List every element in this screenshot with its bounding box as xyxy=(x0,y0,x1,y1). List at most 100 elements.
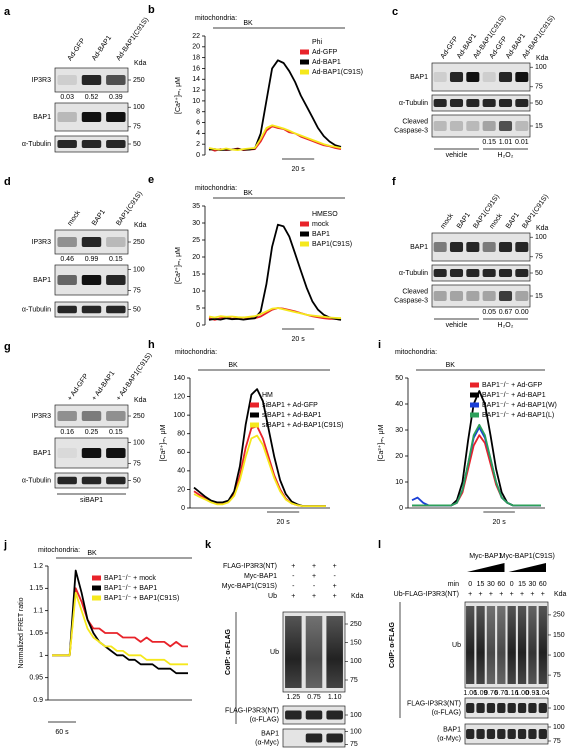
condition-sign: + xyxy=(541,591,545,598)
blot-band xyxy=(498,291,513,301)
lane-label: Ad-BAP1(C91S) xyxy=(115,16,150,62)
blot-band xyxy=(466,729,475,739)
blot-band xyxy=(517,729,527,739)
marker-label: 250 xyxy=(133,239,145,246)
legend-label: Ad-GFP xyxy=(312,49,338,56)
marker-label: 100 xyxy=(133,104,145,111)
row-label: Caspase-3 xyxy=(394,127,428,134)
legend-label: Ad-BAP1 xyxy=(312,59,341,66)
blot-band xyxy=(515,72,529,82)
blot-band xyxy=(81,75,102,85)
row-label: BAP1 xyxy=(443,726,461,733)
blot-band xyxy=(81,237,102,247)
blot-band xyxy=(57,411,77,421)
condition-sign: - xyxy=(292,573,295,580)
legend-swatch xyxy=(250,402,259,408)
series-line xyxy=(208,307,342,320)
stimulus-label: BK xyxy=(228,362,238,369)
row-label: FLAG-IP3R3(NT) xyxy=(407,700,461,707)
y-axis-label: [Ca²⁺]ₘ, μM xyxy=(160,424,167,461)
series-line xyxy=(412,423,541,507)
blot-band xyxy=(305,733,323,743)
blot-band xyxy=(482,242,496,252)
scale-label: 20 s xyxy=(276,519,290,526)
condition-sign: + xyxy=(479,591,483,598)
time-value: 0 xyxy=(510,581,514,588)
blot-band xyxy=(81,411,102,421)
quantification: 0.03 xyxy=(60,94,74,101)
y-tick-label: 15 xyxy=(192,271,200,278)
lane-label: Ad-GFP xyxy=(67,37,87,62)
quantification: 0.70 xyxy=(495,690,509,697)
blot-band xyxy=(326,710,343,720)
blot-band xyxy=(482,121,496,131)
y-tick-label: 1.1 xyxy=(33,608,43,615)
blot-smear xyxy=(486,606,496,684)
blot-band xyxy=(482,72,496,82)
row-label: α-Tubulin xyxy=(22,306,51,313)
blot-band xyxy=(449,291,464,301)
legend-title: Phi xyxy=(312,39,323,46)
y-tick-label: 30 xyxy=(192,220,200,227)
unit-label: Kda xyxy=(554,591,567,598)
series-line xyxy=(208,223,342,321)
marker-label: 100 xyxy=(350,658,362,665)
quantification: 0.15 xyxy=(482,139,496,146)
row-label: α-Tubulin xyxy=(22,477,51,484)
blot-band xyxy=(498,269,513,277)
scale-label: 20 s xyxy=(291,166,305,173)
panel-letter: k xyxy=(205,539,212,551)
marker-label: 50 xyxy=(133,306,141,313)
time-value: 0 xyxy=(468,581,472,588)
condition-label: Ub-FLAG-IP3R3(NT) xyxy=(394,591,459,598)
blot-band xyxy=(433,291,447,301)
lane-label: BAP1 xyxy=(505,211,521,230)
y-tick-label: 80 xyxy=(177,431,185,438)
row-label: α-Tubulin xyxy=(399,100,428,107)
row-label: α-Tubulin xyxy=(399,270,428,277)
quantification: 0.99 xyxy=(85,256,99,263)
blot-band xyxy=(466,269,480,277)
y-tick-label: 140 xyxy=(173,375,185,382)
y-tick-label: 5 xyxy=(196,305,200,312)
row-label: (α-FLAG) xyxy=(432,709,461,716)
blot-band xyxy=(449,72,464,82)
group-label: vehicle xyxy=(446,152,468,159)
series-line xyxy=(52,569,188,675)
condition-label: Ub xyxy=(268,593,277,600)
blot-band xyxy=(466,99,480,107)
y-tick-label: 10 xyxy=(192,98,200,105)
marker-label: 75 xyxy=(133,460,141,467)
y-tick-label: 0 xyxy=(399,505,403,512)
lane-label: Ad-BAP1 xyxy=(91,35,113,63)
marker-label: 100 xyxy=(133,439,145,446)
y-tick-label: 10 xyxy=(192,288,200,295)
legend-label: BAP1⁻/⁻ + BAP1(C91S) xyxy=(104,595,179,602)
quantification: 0.52 xyxy=(85,94,99,101)
legend-swatch xyxy=(300,49,309,55)
condition-sign: - xyxy=(292,583,295,590)
marker-label: 100 xyxy=(553,724,565,731)
time-value: 30 xyxy=(529,581,537,588)
y-tick-label: 1.05 xyxy=(29,630,43,637)
blot-band xyxy=(466,703,475,713)
lane-label: BAP1 xyxy=(91,208,107,227)
condition-sign: + xyxy=(530,591,534,598)
legend-label: BAP1(C91S) xyxy=(312,241,352,248)
y-tick-label: 16 xyxy=(192,65,200,72)
time-label: min xyxy=(448,581,459,588)
condition-sign: - xyxy=(313,583,316,590)
panel-letter: g xyxy=(4,341,11,353)
legend-label: siBAP1 + Ad-GFP xyxy=(262,402,318,409)
marker-label: 50 xyxy=(133,141,141,148)
row-label: (α-Myc) xyxy=(437,735,461,742)
blot-band xyxy=(106,411,126,421)
condition-sign: - xyxy=(333,573,336,580)
blot-band xyxy=(507,703,516,713)
blot-band xyxy=(57,237,77,247)
panel-letter: c xyxy=(392,6,398,18)
quantification: 1.04 xyxy=(536,690,550,697)
quantification: 1.06 xyxy=(463,690,477,697)
chart-title: mitochondria: xyxy=(195,15,237,22)
